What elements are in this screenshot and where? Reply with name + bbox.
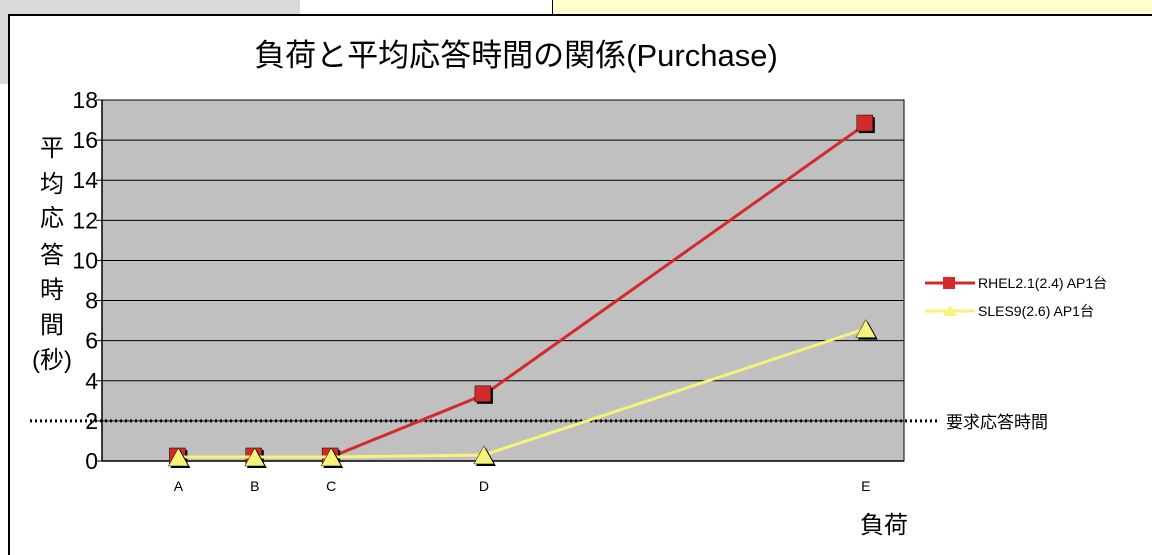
- y-axis-label-char: 間: [40, 312, 64, 339]
- y-tick-label: 4: [85, 368, 98, 394]
- y-axis-label-char: (秒): [32, 347, 72, 374]
- x-tick-label: A: [174, 478, 184, 494]
- y-tick-label: 8: [85, 288, 98, 314]
- data-point: [244, 447, 266, 467]
- legend: RHEL2.1(2.4) AP1台 SLES9(2.6) AP1台: [925, 275, 1107, 319]
- data-point: [167, 447, 189, 467]
- data-point: [856, 114, 874, 132]
- x-tick-label: B: [250, 478, 259, 494]
- y-axis-label-char: 均: [40, 171, 64, 198]
- background-panel-right: [552, 0, 1152, 14]
- chart-title: 負荷と平均応答時間の関係(Purchase): [254, 38, 778, 73]
- x-tick-label: E: [861, 478, 870, 494]
- y-tick-label: 12: [72, 207, 98, 233]
- legend-swatch-marker: [943, 305, 957, 316]
- data-point: [855, 319, 877, 338]
- x-tick-label: C: [326, 478, 336, 494]
- data-point: [473, 445, 495, 465]
- legend-label: RHEL2.1(2.4) AP1台: [978, 275, 1107, 291]
- y-axis-label-char: 平: [40, 135, 64, 162]
- background-band-left: [0, 36, 8, 84]
- y-axis-label-char: 時: [40, 277, 64, 304]
- y-tick-label: 16: [72, 127, 98, 153]
- y-tick-label: 14: [72, 167, 98, 193]
- y-tick-label: 6: [85, 328, 98, 354]
- y-tick-label: 0: [85, 448, 98, 474]
- reference-line-label: 要求応答時間: [946, 413, 1048, 432]
- legend-swatch-marker: [943, 277, 955, 289]
- y-axis-label-char: 応: [40, 205, 64, 232]
- x-tick-label: D: [479, 478, 489, 494]
- y-axis-label: 平均応答時間 (秒): [32, 135, 72, 374]
- x-axis-label: 負荷: [860, 512, 908, 539]
- y-axis-label-char: 答: [40, 242, 64, 269]
- legend-label: SLES9(2.6) AP1台: [978, 303, 1094, 319]
- data-point: [474, 385, 492, 403]
- plot-background: [101, 99, 905, 462]
- data-point: [320, 447, 342, 467]
- y-tick-label: 18: [72, 87, 98, 113]
- y-tick-label: 10: [72, 247, 98, 273]
